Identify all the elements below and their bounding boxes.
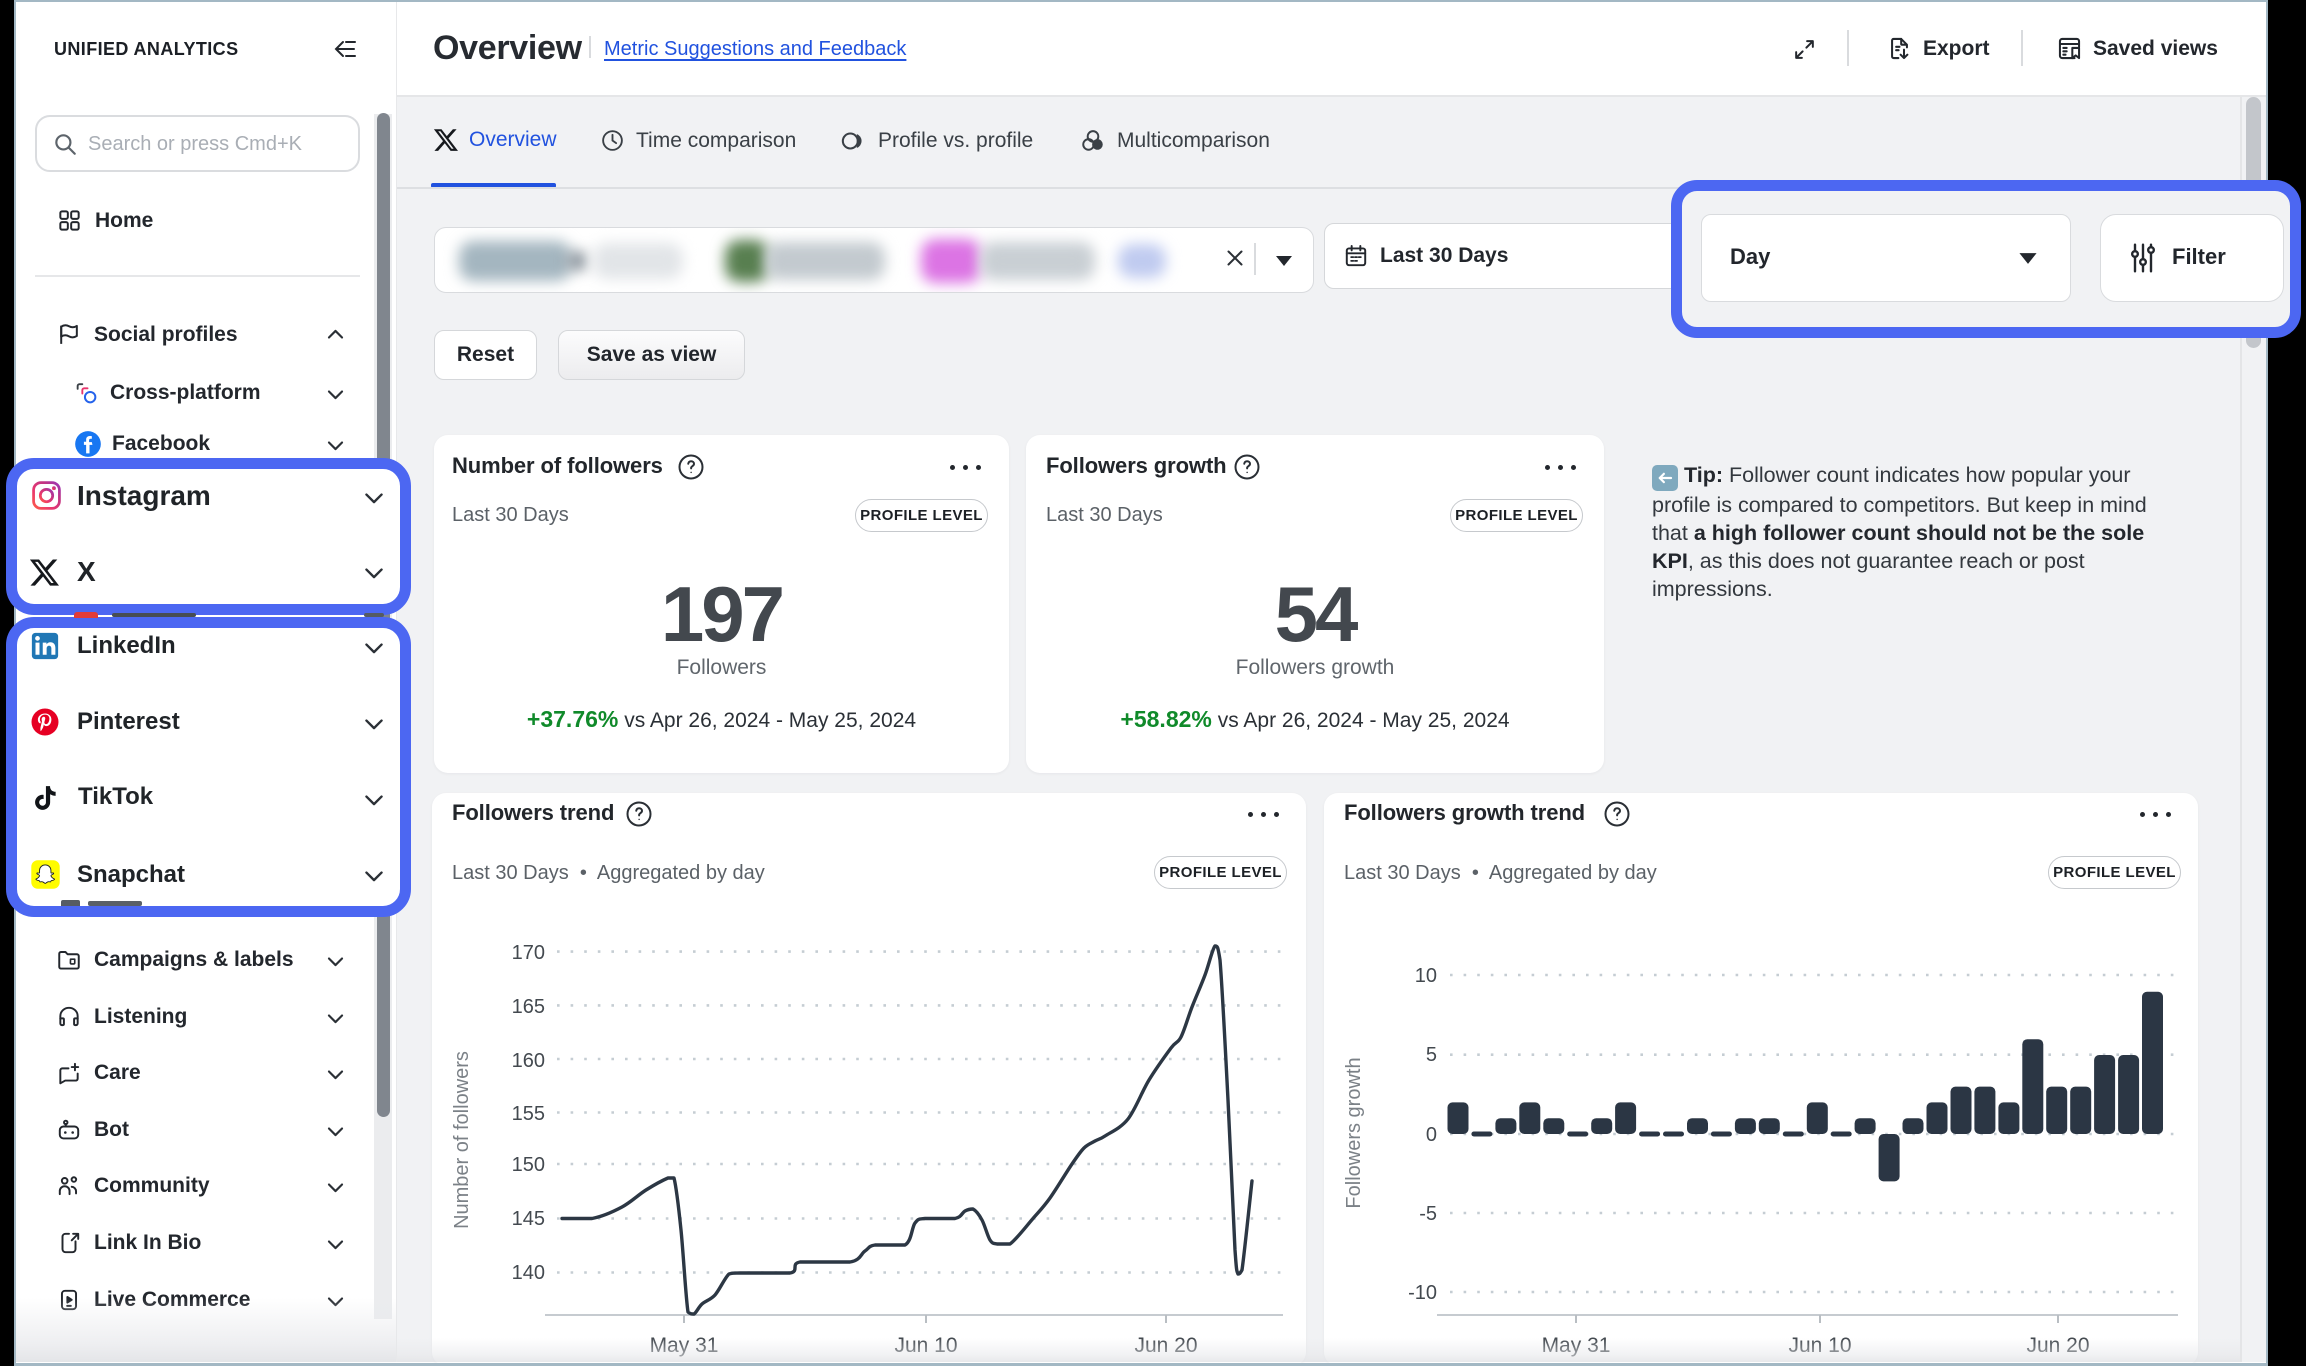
- svg-text:0: 0: [1426, 1124, 1437, 1146]
- svg-text:5: 5: [1426, 1044, 1437, 1066]
- svg-text:Followers growth: Followers growth: [1343, 1057, 1365, 1208]
- svg-text:165: 165: [512, 996, 545, 1018]
- svg-text:Number of followers: Number of followers: [451, 1051, 473, 1229]
- svg-text:140: 140: [512, 1262, 545, 1284]
- svg-text:-5: -5: [1419, 1203, 1437, 1225]
- svg-text:10: 10: [1415, 965, 1437, 987]
- svg-text:155: 155: [512, 1103, 545, 1125]
- svg-text:170: 170: [512, 942, 545, 964]
- svg-text:150: 150: [512, 1154, 545, 1176]
- svg-text:160: 160: [512, 1050, 545, 1072]
- svg-text:-10: -10: [1408, 1282, 1437, 1304]
- svg-text:145: 145: [512, 1208, 545, 1230]
